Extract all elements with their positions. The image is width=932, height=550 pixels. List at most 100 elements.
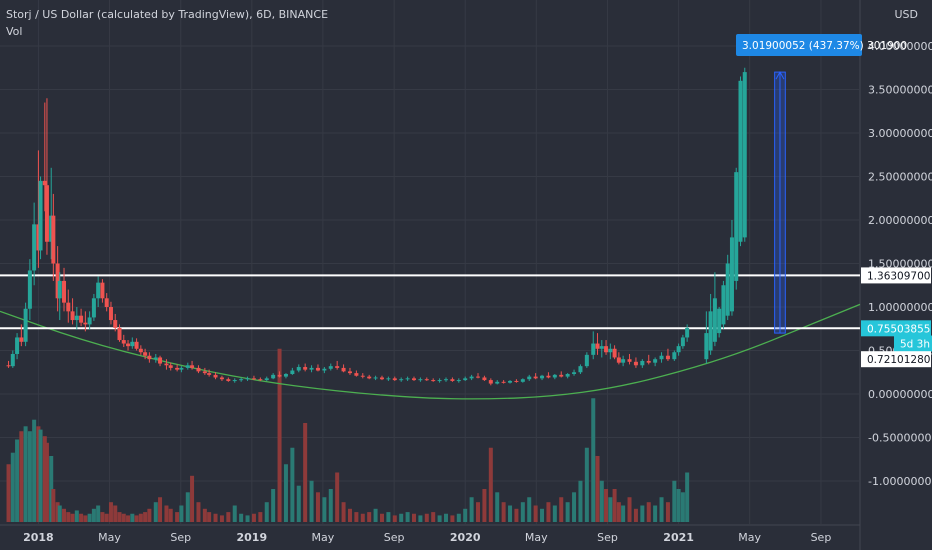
candle-body [533,376,538,379]
candle-body [309,367,314,370]
candle-body [653,359,658,363]
volume-bar [104,513,109,522]
volume-bar [672,480,677,522]
candle-body [251,378,256,380]
candle-body [463,378,468,381]
price-axis-label: 5d 3h [900,339,930,351]
volume-bar [405,512,410,522]
rounding-bottom-curve [0,303,861,400]
volume-bar [373,508,378,522]
candle-body [96,282,101,299]
x-tick-label: May [98,531,121,544]
candle-body [121,340,126,344]
volume-bar [164,505,169,522]
volume-bar [616,502,621,522]
candle-body [405,378,410,380]
candle-body [100,282,105,299]
volume-bar [360,513,365,522]
candle-body [147,355,152,360]
candle-body [10,353,15,367]
candle-body [36,224,41,251]
volume-bar [424,513,429,522]
candle-body [42,180,47,186]
candle-body [179,367,184,370]
volume-bar [57,505,62,522]
candle-body [74,315,79,321]
candle-body [290,370,295,374]
measure-label-text: 3.01900052 (437.37%) 301900 [742,40,907,52]
candle-body [411,378,416,381]
volume-bar [685,472,690,522]
volume-bar [15,439,20,522]
candle-body [738,80,743,242]
volume-bar [143,512,148,522]
candle-body [202,371,207,374]
candle-body [540,375,545,379]
volume-bar [335,472,340,522]
volume-bar [341,502,346,522]
volume-bar [264,502,269,522]
candle-body [488,380,493,384]
candle-body [437,380,442,382]
y-tick-label: 1.50000000 [868,258,932,271]
volume-bar [196,502,201,522]
candle-body [708,311,713,351]
candle-body [27,270,32,309]
candle-body [742,72,747,238]
candle-body [646,360,651,363]
candle-body [164,363,169,366]
y-tick-label: 1.00000000 [868,301,932,314]
volume-bar [386,512,391,522]
candle-body [501,381,506,383]
candle-body [113,320,118,328]
volume-bar [578,480,583,522]
volume-bar [303,423,308,522]
candle-body [572,372,577,374]
candle-body [347,371,352,374]
candle-body [672,352,677,360]
candle-body [19,337,24,342]
candle-body [117,327,122,341]
volume-bar [6,464,11,522]
volume-bar [19,431,24,522]
candle-body [604,346,609,353]
volume-bar [591,398,596,522]
candle-body [599,346,604,349]
candle-body [245,378,250,380]
volume-bar [23,426,28,522]
candle-body [392,378,397,381]
volume-bar [552,505,557,522]
volume-bar [469,497,474,522]
volume-legend-label: Vol [6,25,23,38]
candle-body [640,360,645,366]
measure-arrow-head [775,71,785,80]
volume-bar [138,513,143,522]
x-tick-label: May [311,531,334,544]
y-tick-label: 4.00000000 [868,40,932,53]
x-tick-label: May [738,531,761,544]
volume-bar [108,502,113,522]
candle-body [213,374,218,378]
candle-body [495,381,500,384]
candle-body [424,379,429,381]
volume-bar [245,515,250,522]
volume-bar [213,513,218,522]
candle-body [62,280,67,303]
volume-bar [277,348,282,522]
volume-bar [117,512,122,522]
candle-body [6,365,11,367]
candle-body [66,302,71,312]
candle-body [584,354,589,367]
volume-bar [190,475,195,522]
volume-bar [463,508,468,522]
volume-bar [533,505,538,522]
candle-body [303,367,308,370]
volume-bar [251,513,256,522]
candle-body [83,322,88,325]
x-tick-label: 2020 [450,531,481,544]
candle-body [104,298,109,307]
candle-body [239,379,244,381]
volume-bar [296,485,301,522]
candle-body [450,379,455,381]
